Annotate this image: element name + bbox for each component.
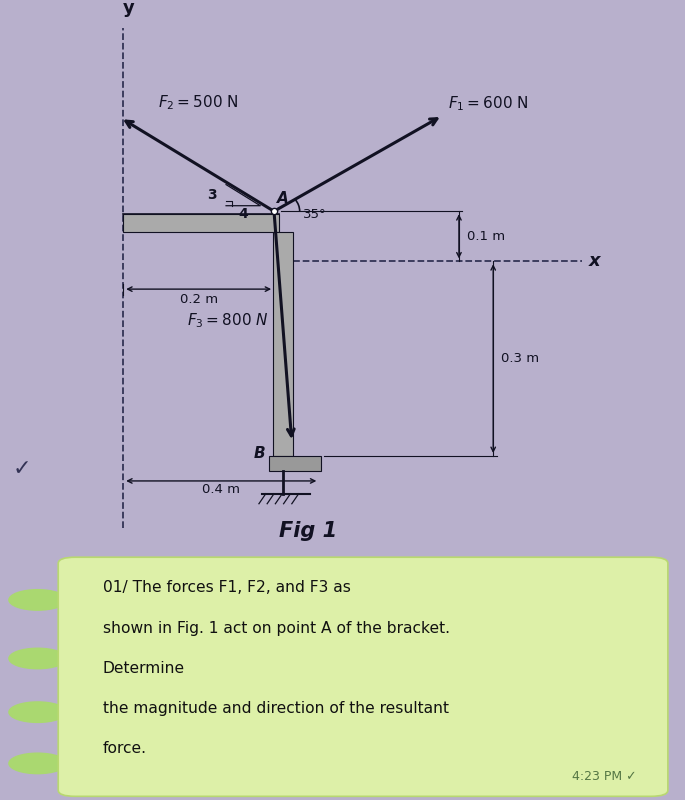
Text: 0.2 m: 0.2 m — [179, 293, 218, 306]
Text: 3: 3 — [207, 188, 216, 202]
Bar — [273, 233, 293, 456]
Text: Determine: Determine — [103, 661, 185, 676]
Circle shape — [9, 648, 66, 669]
Text: 0.3 m: 0.3 m — [501, 352, 540, 365]
Text: 4:23 PM ✓: 4:23 PM ✓ — [573, 770, 637, 783]
Bar — [123, 214, 279, 233]
Text: $F_2 = 500$ N: $F_2 = 500$ N — [158, 94, 239, 112]
Text: 0.4 m: 0.4 m — [202, 483, 240, 496]
Text: Fig 1: Fig 1 — [279, 521, 337, 541]
Circle shape — [9, 702, 66, 722]
Text: A: A — [277, 191, 289, 206]
Text: $\checkmark$: $\checkmark$ — [12, 457, 29, 477]
Text: $F_3 = 800$ N: $F_3 = 800$ N — [187, 312, 269, 330]
Text: 4: 4 — [238, 207, 248, 221]
Bar — [269, 456, 321, 471]
Text: $F_1 = 600$ N: $F_1 = 600$ N — [448, 94, 528, 113]
Text: 01/ The forces F1, F2, and F3 as: 01/ The forces F1, F2, and F3 as — [103, 581, 351, 595]
Text: force.: force. — [103, 742, 147, 757]
Text: 0.1 m: 0.1 m — [467, 230, 506, 242]
Text: the magnitude and direction of the resultant: the magnitude and direction of the resul… — [103, 701, 449, 716]
FancyBboxPatch shape — [58, 558, 668, 796]
Text: B: B — [253, 446, 265, 461]
Text: shown in Fig. 1 act on point A of the bracket.: shown in Fig. 1 act on point A of the br… — [103, 621, 450, 636]
Text: 35°: 35° — [303, 208, 326, 221]
Circle shape — [9, 590, 66, 610]
Text: x: x — [589, 252, 601, 270]
Circle shape — [9, 753, 66, 774]
Text: y: y — [123, 0, 135, 17]
